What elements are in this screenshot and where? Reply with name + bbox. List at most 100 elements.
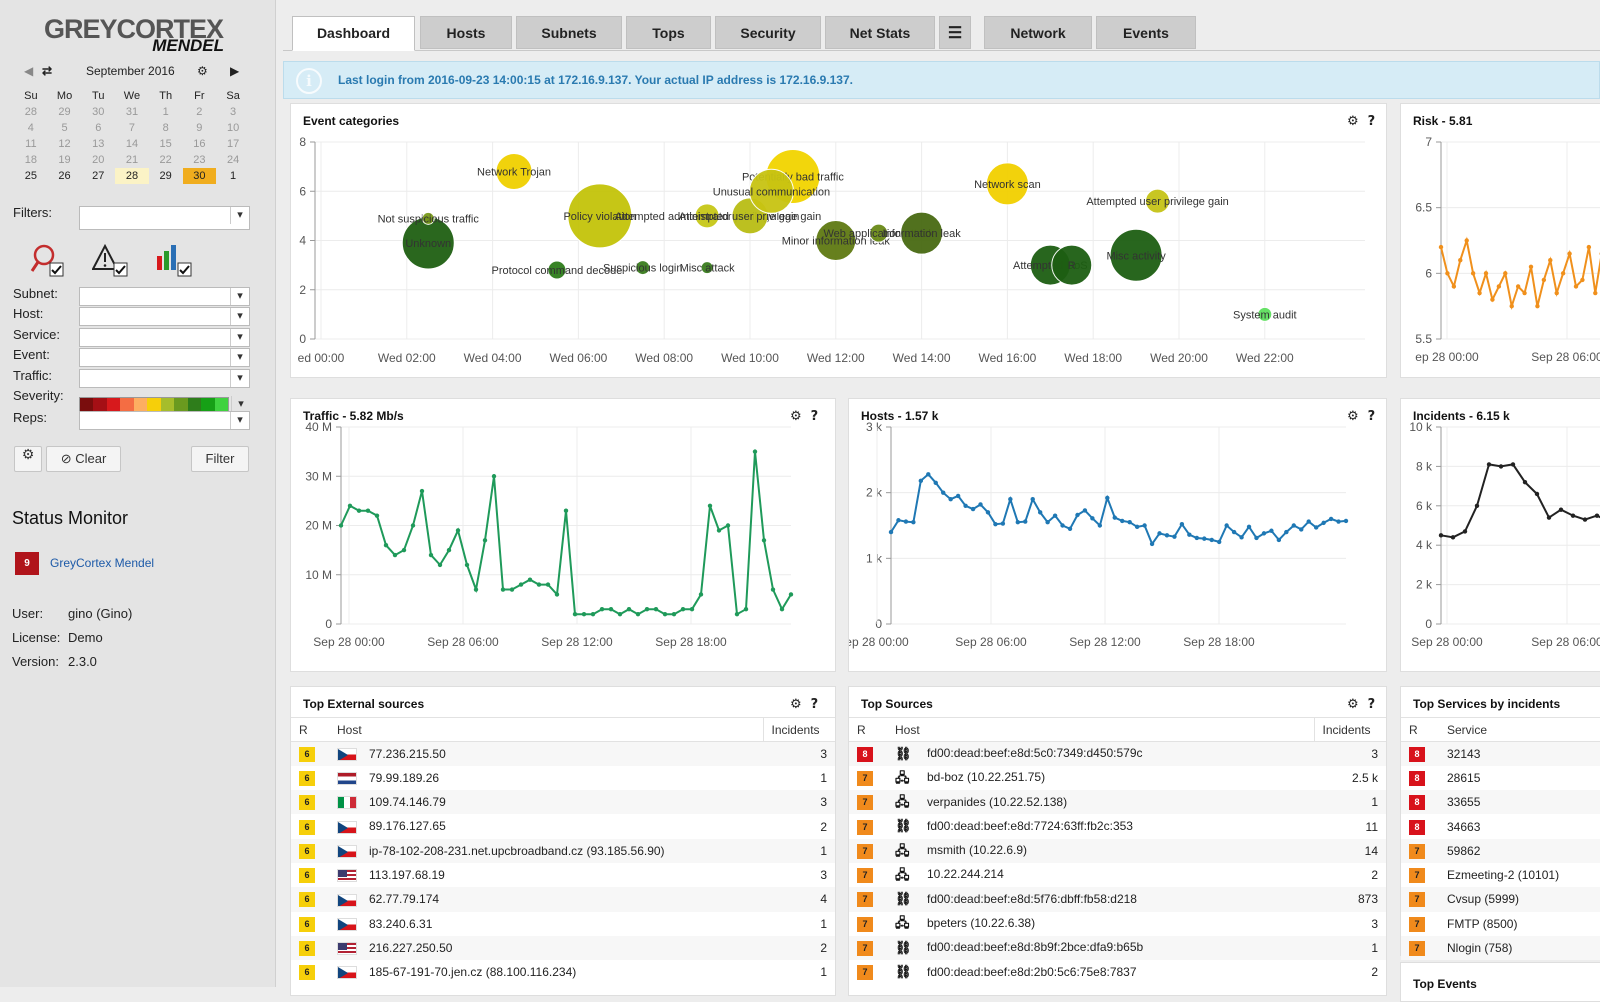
data-point[interactable] [1224, 523, 1228, 527]
service-cell[interactable]: 34663 [1439, 814, 1600, 838]
table-row[interactable]: 7🖧msmith (10.22.6.9)14 [849, 839, 1386, 863]
data-point[interactable] [1458, 258, 1462, 262]
calendar-day[interactable]: 2 [183, 104, 217, 120]
gear-icon[interactable]: ⚙ [1347, 697, 1359, 712]
data-point[interactable] [717, 528, 721, 532]
data-point[interactable] [1471, 271, 1475, 275]
col-host[interactable]: Host [887, 718, 1314, 742]
data-point[interactable] [1060, 523, 1064, 527]
data-point[interactable] [1523, 480, 1527, 484]
data-point[interactable] [600, 607, 604, 611]
data-point[interactable] [1499, 464, 1503, 468]
data-point[interactable] [1142, 523, 1146, 527]
data-point[interactable] [1511, 462, 1515, 466]
calendar-day[interactable]: 3 [216, 104, 250, 120]
data-point[interactable] [1210, 538, 1214, 542]
host-link[interactable]: 216.227.250.50 [369, 941, 452, 955]
calendar-day[interactable]: 28 [115, 168, 149, 184]
service-select[interactable] [79, 328, 250, 347]
data-point[interactable] [366, 509, 370, 513]
data-point[interactable] [438, 563, 442, 567]
data-point[interactable] [402, 548, 406, 552]
data-point[interactable] [1593, 291, 1597, 295]
data-point[interactable] [1254, 536, 1258, 540]
col-r[interactable]: R [291, 718, 329, 742]
service-cell[interactable]: Nlogin (758) [1439, 936, 1600, 960]
service-cell[interactable]: 32143 [1439, 742, 1600, 766]
calendar-day[interactable]: 30 [183, 168, 217, 184]
service-cell[interactable]: Ezmeeting-2 (10101) [1439, 863, 1600, 887]
data-point[interactable] [1439, 245, 1443, 249]
calendar-day[interactable]: 9 [183, 120, 217, 136]
gear-icon[interactable]: ⚙ [790, 697, 802, 712]
data-point[interactable] [591, 612, 595, 616]
data-point[interactable] [1217, 540, 1221, 544]
calendar-day[interactable]: 14 [115, 136, 149, 152]
data-point[interactable] [1567, 251, 1571, 255]
host-link[interactable]: fd00:dead:beef:e8d:5c0:7349:d450:579c [927, 746, 1143, 760]
host-link[interactable]: bd-boz (10.22.251.75) [927, 770, 1045, 784]
data-point[interactable] [1516, 284, 1520, 288]
calendar-day[interactable]: 4 [14, 120, 48, 136]
data-point[interactable] [456, 528, 460, 532]
settings-button[interactable]: ⚙ [14, 446, 42, 472]
service-cell[interactable]: 59862 [1439, 839, 1600, 863]
data-point[interactable] [1187, 532, 1191, 536]
data-point[interactable] [1031, 497, 1035, 501]
data-point[interactable] [1001, 521, 1005, 525]
data-point[interactable] [1127, 520, 1131, 524]
data-point[interactable] [1180, 522, 1184, 526]
data-point[interactable] [1439, 533, 1443, 537]
data-point[interactable] [1113, 515, 1117, 519]
data-point[interactable] [348, 504, 352, 508]
calendar-day[interactable]: 8 [149, 120, 183, 136]
col-service[interactable]: Service [1439, 718, 1600, 742]
tab-security[interactable]: Security [715, 16, 821, 49]
data-point[interactable] [948, 497, 952, 501]
data-point[interactable] [1583, 517, 1587, 521]
data-point[interactable] [789, 592, 793, 596]
col-r[interactable]: R [1401, 718, 1439, 742]
data-point[interactable] [411, 523, 415, 527]
data-point[interactable] [1053, 513, 1057, 517]
host-link[interactable]: 62.77.79.174 [369, 892, 439, 906]
calendar-day[interactable]: 16 [183, 136, 217, 152]
calendar-day[interactable]: 23 [183, 152, 217, 168]
calendar-day[interactable]: 21 [115, 152, 149, 168]
data-point[interactable] [447, 548, 451, 552]
data-point[interactable] [986, 510, 990, 514]
data-point[interactable] [645, 607, 649, 611]
data-point[interactable] [1016, 520, 1020, 524]
data-point[interactable] [1135, 525, 1139, 529]
data-point[interactable] [1463, 529, 1467, 533]
data-point[interactable] [492, 474, 496, 478]
data-point[interactable] [672, 612, 676, 616]
data-point[interactable] [1090, 516, 1094, 520]
host-link[interactable]: 79.99.189.26 [369, 771, 439, 785]
data-point[interactable] [1247, 525, 1251, 529]
data-point[interactable] [1105, 496, 1109, 500]
data-point[interactable] [1075, 513, 1079, 517]
data-point[interactable] [1344, 519, 1348, 523]
status-monitor-link[interactable]: GreyCortex Mendel [50, 556, 154, 570]
data-point[interactable] [1535, 304, 1539, 308]
data-point[interactable] [393, 553, 397, 557]
data-point[interactable] [681, 607, 685, 611]
tab-dashboard[interactable]: Dashboard [292, 16, 415, 51]
data-point[interactable] [1595, 513, 1599, 517]
calendar-day[interactable]: 20 [81, 152, 115, 168]
today-icon[interactable]: ⚙ [197, 64, 208, 78]
data-point[interactable] [1083, 508, 1087, 512]
data-point[interactable] [699, 592, 703, 596]
data-point[interactable] [1262, 531, 1266, 535]
